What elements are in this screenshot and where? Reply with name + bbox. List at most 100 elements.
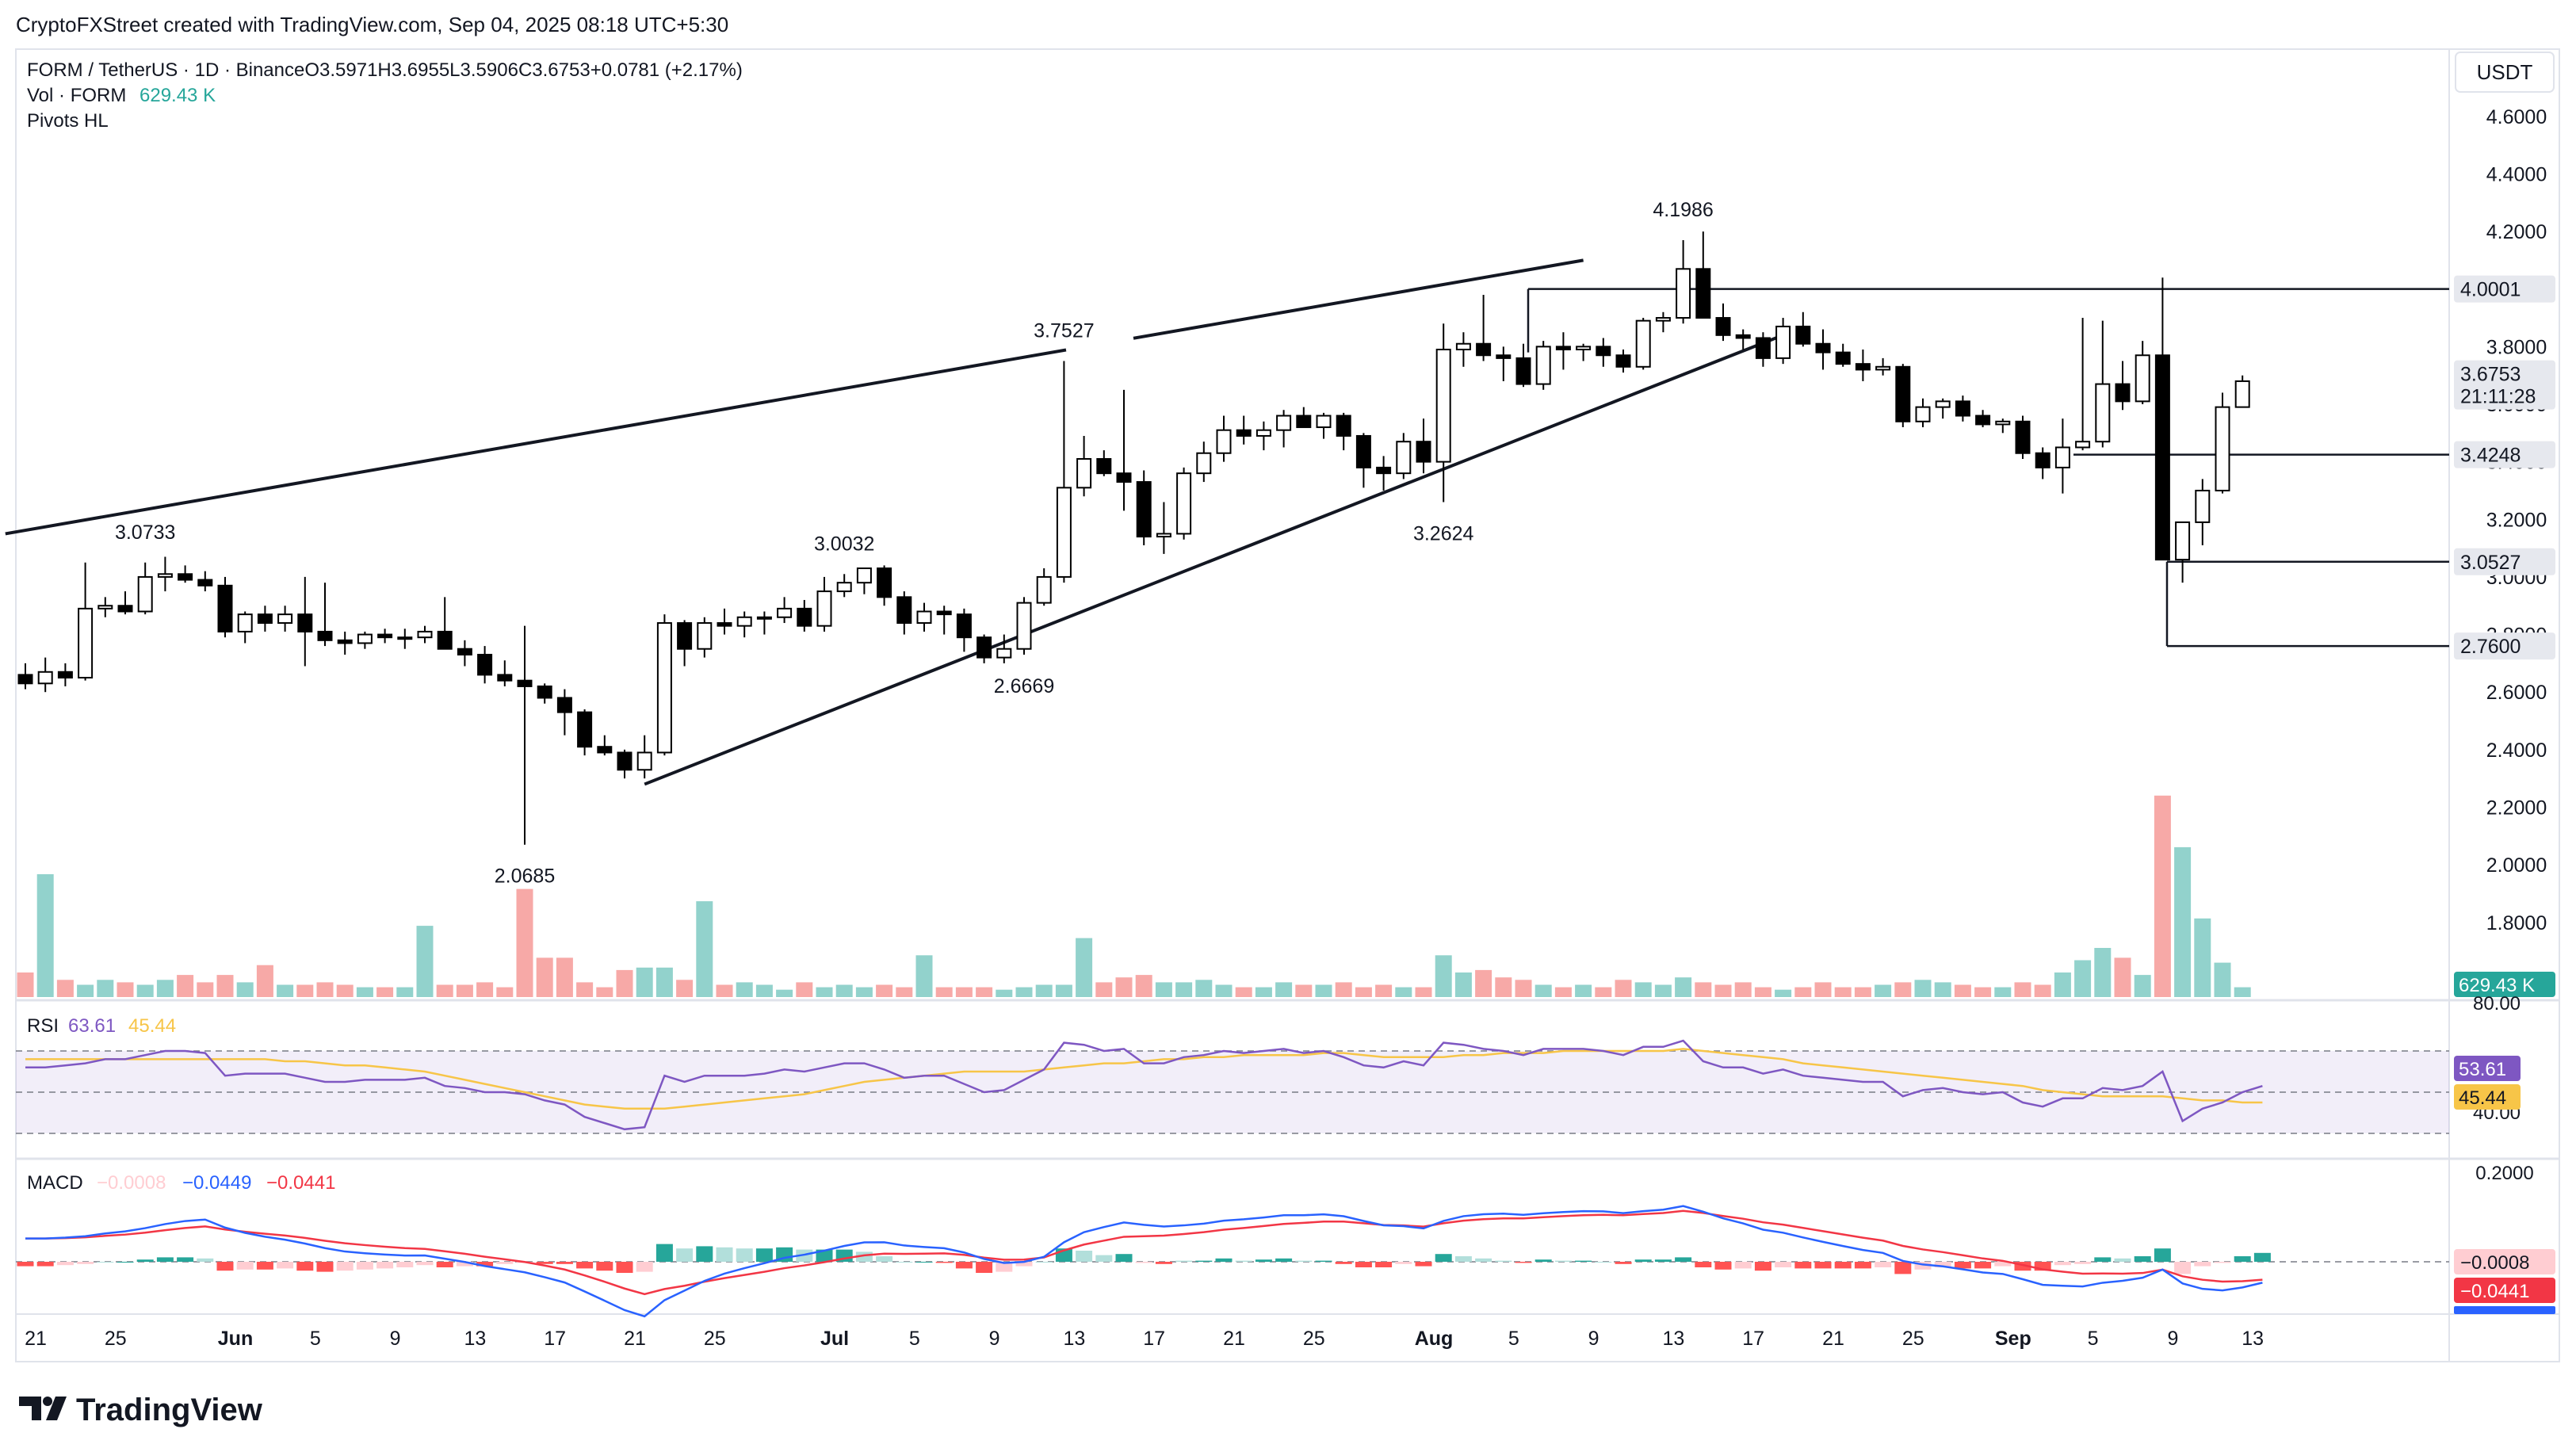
- candle-body[interactable]: [1576, 346, 1592, 350]
- candle-body[interactable]: [1216, 429, 1232, 454]
- candle-body[interactable]: [357, 633, 373, 644]
- candle-body[interactable]: [1715, 317, 1731, 336]
- candle-body[interactable]: [2095, 383, 2111, 443]
- candle-body[interactable]: [237, 613, 253, 632]
- candle-body[interactable]: [797, 607, 812, 627]
- candle-body[interactable]: [477, 653, 493, 676]
- candle-body[interactable]: [17, 674, 33, 685]
- trend-line[interactable]: [5, 258, 1584, 536]
- candle-body[interactable]: [2215, 406, 2230, 491]
- candle-body[interactable]: [896, 596, 912, 625]
- tradingview-logo[interactable]: TradingView: [19, 1393, 263, 1427]
- candle-body[interactable]: [756, 616, 772, 620]
- candle-body[interactable]: [1915, 406, 1931, 422]
- candle-body[interactable]: [1935, 400, 1951, 408]
- candle-body[interactable]: [197, 579, 213, 587]
- candle-body[interactable]: [1396, 441, 1412, 475]
- candle-body[interactable]: [417, 630, 433, 639]
- candle-body[interactable]: [1815, 342, 1831, 353]
- candle-body[interactable]: [1855, 363, 1871, 371]
- candle-body[interactable]: [397, 636, 413, 640]
- candle-body[interactable]: [1056, 487, 1072, 578]
- candle-body[interactable]: [1695, 268, 1711, 319]
- candle-body[interactable]: [1496, 354, 1512, 359]
- candle-body[interactable]: [1036, 575, 1052, 604]
- candle-body[interactable]: [2135, 354, 2150, 403]
- candle-body[interactable]: [2035, 452, 2050, 468]
- candle-body[interactable]: [1476, 342, 1492, 357]
- candle-body[interactable]: [1376, 466, 1392, 475]
- candle-body[interactable]: [816, 590, 832, 627]
- candle-body[interactable]: [1655, 317, 1671, 322]
- candle-body[interactable]: [157, 573, 173, 578]
- candle-body[interactable]: [2234, 380, 2250, 408]
- candle-body[interactable]: [2054, 446, 2070, 468]
- candle-body[interactable]: [996, 648, 1012, 659]
- candle-body[interactable]: [1515, 357, 1531, 385]
- candle-body[interactable]: [1775, 325, 1791, 359]
- candle-body[interactable]: [178, 573, 193, 581]
- currency-button[interactable]: [2455, 52, 2555, 93]
- candle-body[interactable]: [577, 711, 593, 748]
- candle-body[interactable]: [78, 607, 94, 679]
- candle-body[interactable]: [537, 685, 552, 699]
- candle-body[interactable]: [1355, 434, 1371, 468]
- candle-body[interactable]: [437, 630, 453, 650]
- candle-body[interactable]: [617, 751, 633, 771]
- candle-body[interactable]: [497, 674, 513, 682]
- candle-body[interactable]: [1455, 342, 1471, 350]
- candle-body[interactable]: [1635, 319, 1651, 368]
- candle-body[interactable]: [457, 648, 472, 655]
- candle-body[interactable]: [1156, 533, 1171, 538]
- candle-body[interactable]: [2015, 420, 2031, 454]
- candle-body[interactable]: [57, 671, 73, 679]
- candle-body[interactable]: [257, 613, 273, 625]
- candle-body[interactable]: [697, 622, 713, 650]
- candle-body[interactable]: [1116, 472, 1132, 483]
- candle-body[interactable]: [1076, 458, 1092, 489]
- candle-body[interactable]: [1196, 452, 1212, 475]
- candle-body[interactable]: [2195, 489, 2211, 523]
- candle-body[interactable]: [916, 610, 932, 625]
- candle-body[interactable]: [117, 605, 133, 613]
- candle-body[interactable]: [2115, 383, 2131, 403]
- candle-body[interactable]: [1995, 420, 2011, 426]
- candle-body[interactable]: [1755, 337, 1771, 359]
- candle-body[interactable]: [936, 610, 952, 616]
- candle-body[interactable]: [1615, 354, 1631, 368]
- candle-body[interactable]: [217, 584, 233, 632]
- candle-body[interactable]: [1835, 351, 1851, 365]
- candle-body[interactable]: [1596, 346, 1611, 357]
- candle-body[interactable]: [877, 567, 892, 598]
- candle-body[interactable]: [717, 622, 732, 627]
- candle-body[interactable]: [556, 697, 572, 713]
- candle-body[interactable]: [1316, 415, 1332, 429]
- candle-body[interactable]: [1136, 481, 1152, 538]
- candle-body[interactable]: [297, 613, 313, 632]
- candle-body[interactable]: [1735, 334, 1751, 339]
- candle-body[interactable]: [1276, 415, 1292, 431]
- candle-body[interactable]: [1416, 441, 1431, 463]
- candle-body[interactable]: [317, 630, 333, 641]
- candle-body[interactable]: [1535, 346, 1551, 385]
- trend-line[interactable]: [644, 333, 1784, 786]
- candle-body[interactable]: [1875, 365, 1891, 371]
- candle-body[interactable]: [836, 582, 852, 593]
- candle-body[interactable]: [677, 622, 693, 650]
- candle-body[interactable]: [977, 636, 992, 659]
- candle-body[interactable]: [137, 575, 153, 613]
- candle-body[interactable]: [856, 567, 872, 584]
- candle-body[interactable]: [97, 605, 113, 609]
- candle-body[interactable]: [2075, 441, 2091, 449]
- candle-body[interactable]: [597, 746, 613, 754]
- candle-body[interactable]: [1236, 429, 1252, 437]
- candle-body[interactable]: [37, 671, 53, 685]
- candle-body[interactable]: [1256, 429, 1271, 437]
- candle-body[interactable]: [337, 639, 353, 644]
- candle-body[interactable]: [636, 751, 652, 771]
- candle-body[interactable]: [1955, 400, 1970, 417]
- candle-body[interactable]: [1975, 415, 1991, 426]
- candle-body[interactable]: [777, 607, 793, 618]
- candle-body[interactable]: [1435, 348, 1451, 463]
- candle-body[interactable]: [1096, 458, 1112, 475]
